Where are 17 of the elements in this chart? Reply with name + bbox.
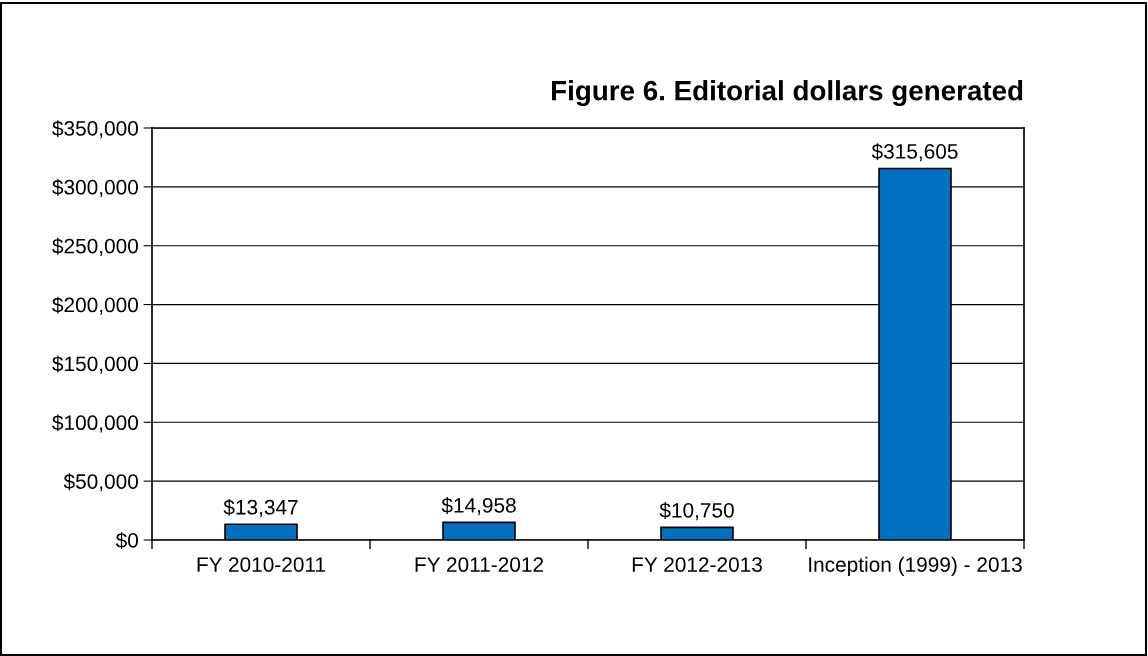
chart-title: Figure 6. Editorial dollars generated xyxy=(552,80,1023,107)
y-tick-label: $0 xyxy=(115,532,138,549)
y-tick-label: $200,000 xyxy=(52,296,138,315)
data-label: $14,958 xyxy=(441,497,516,516)
data-label: $10,750 xyxy=(659,502,734,521)
x-tick-label: Inception (1999) - 2013 xyxy=(809,556,1022,577)
x-tick-label: FY 2011-2012 xyxy=(415,557,544,572)
x-tick-label: FY 2012-2013 xyxy=(632,557,762,572)
y-tick-label: $250,000 xyxy=(52,237,138,256)
data-label: $13,347 xyxy=(223,498,298,518)
y-tick-label: $100,000 xyxy=(52,414,138,433)
y-tick-label: $350,000 xyxy=(52,120,138,139)
y-tick-label: $300,000 xyxy=(52,178,138,198)
y-tick-label: $150,000 xyxy=(52,355,138,374)
x-tick-label: FY 2010-2011 xyxy=(197,557,326,572)
data-label: $315,605 xyxy=(871,143,958,162)
y-tick-label: $50,000 xyxy=(63,473,138,492)
